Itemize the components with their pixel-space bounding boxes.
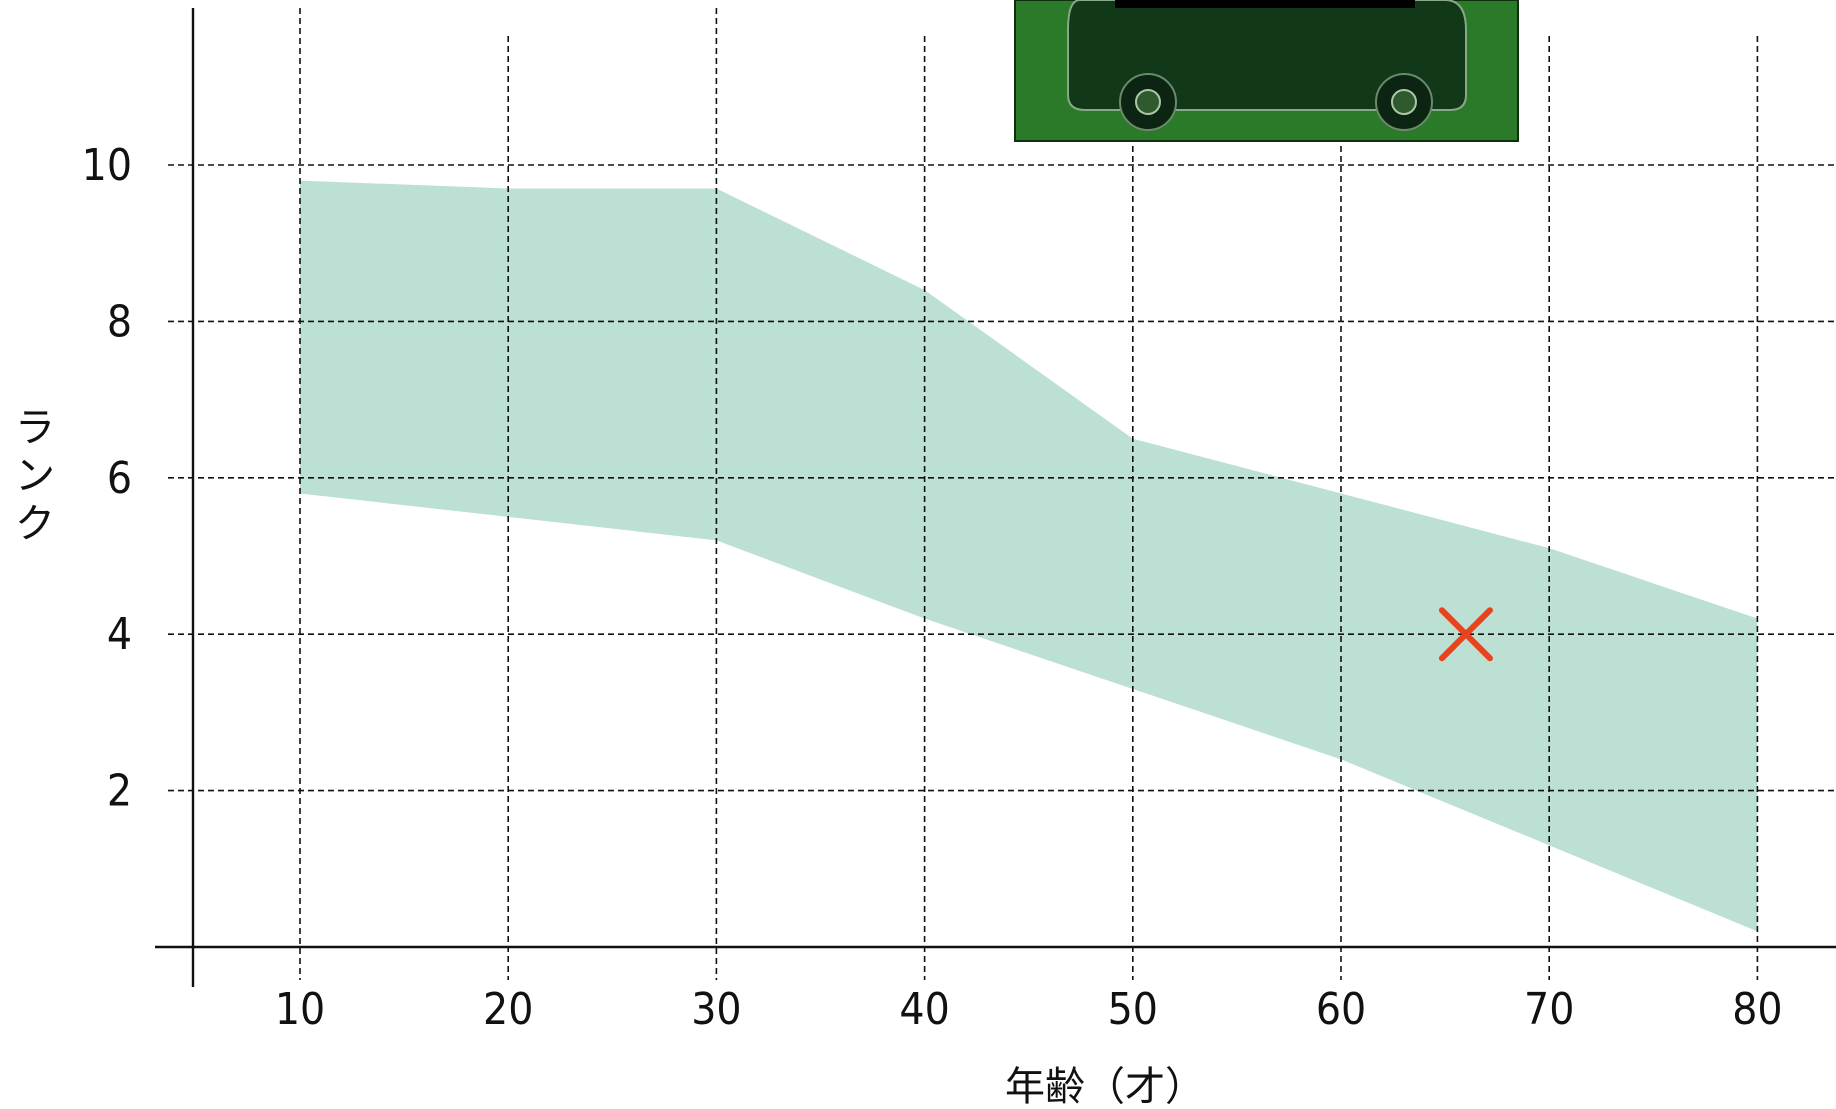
y-tick-label: 4	[107, 609, 132, 660]
y-axis-title: ランク	[15, 405, 55, 547]
axes-layer	[155, 8, 1836, 987]
x-tick-label: 70	[1524, 984, 1574, 1035]
car-image	[1014, 0, 1519, 142]
marker-layer	[1438, 607, 1493, 662]
x-axis-title: 年齢（才）	[1005, 1064, 1205, 1109]
y-tick-label: 10	[82, 140, 132, 191]
data-marker-x	[1438, 607, 1493, 662]
x-tick-label: 40	[899, 984, 949, 1035]
y-tick-label: 6	[107, 453, 132, 504]
tick-label-layer: 10 20 30 40 50 60 70 80 2 4 6 8 10	[82, 140, 1783, 1035]
y-tick-label: 8	[107, 296, 132, 347]
x-tick-label: 30	[691, 984, 741, 1035]
x-tick-label: 20	[483, 984, 533, 1035]
grid-layer	[168, 8, 1836, 980]
rank-range-band	[300, 180, 1758, 932]
car-hub-left-icon	[1135, 89, 1161, 115]
x-tick-label: 50	[1108, 984, 1158, 1035]
car-window-icon	[1115, 0, 1415, 8]
band-layer	[300, 180, 1758, 932]
y-tick-label: 2	[107, 766, 132, 817]
x-tick-label: 60	[1316, 984, 1366, 1035]
x-tick-label: 80	[1732, 984, 1782, 1035]
x-tick-label: 10	[275, 984, 325, 1035]
car-hub-right-icon	[1391, 89, 1417, 115]
